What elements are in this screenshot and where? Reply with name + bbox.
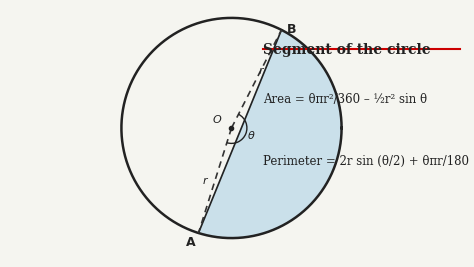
- Text: r: r: [259, 66, 263, 76]
- Text: O: O: [213, 115, 221, 125]
- Text: B: B: [287, 23, 296, 36]
- Text: Area = θπr²/360 – ½r² sin θ: Area = θπr²/360 – ½r² sin θ: [263, 93, 427, 107]
- Text: r: r: [203, 175, 208, 186]
- Text: Perimeter = 2r sin (θ/2) + θπr/180: Perimeter = 2r sin (θ/2) + θπr/180: [263, 155, 469, 168]
- Text: Segment of the circle: Segment of the circle: [263, 43, 431, 57]
- Polygon shape: [199, 30, 342, 238]
- Text: A: A: [186, 237, 196, 249]
- Text: θ: θ: [247, 131, 254, 141]
